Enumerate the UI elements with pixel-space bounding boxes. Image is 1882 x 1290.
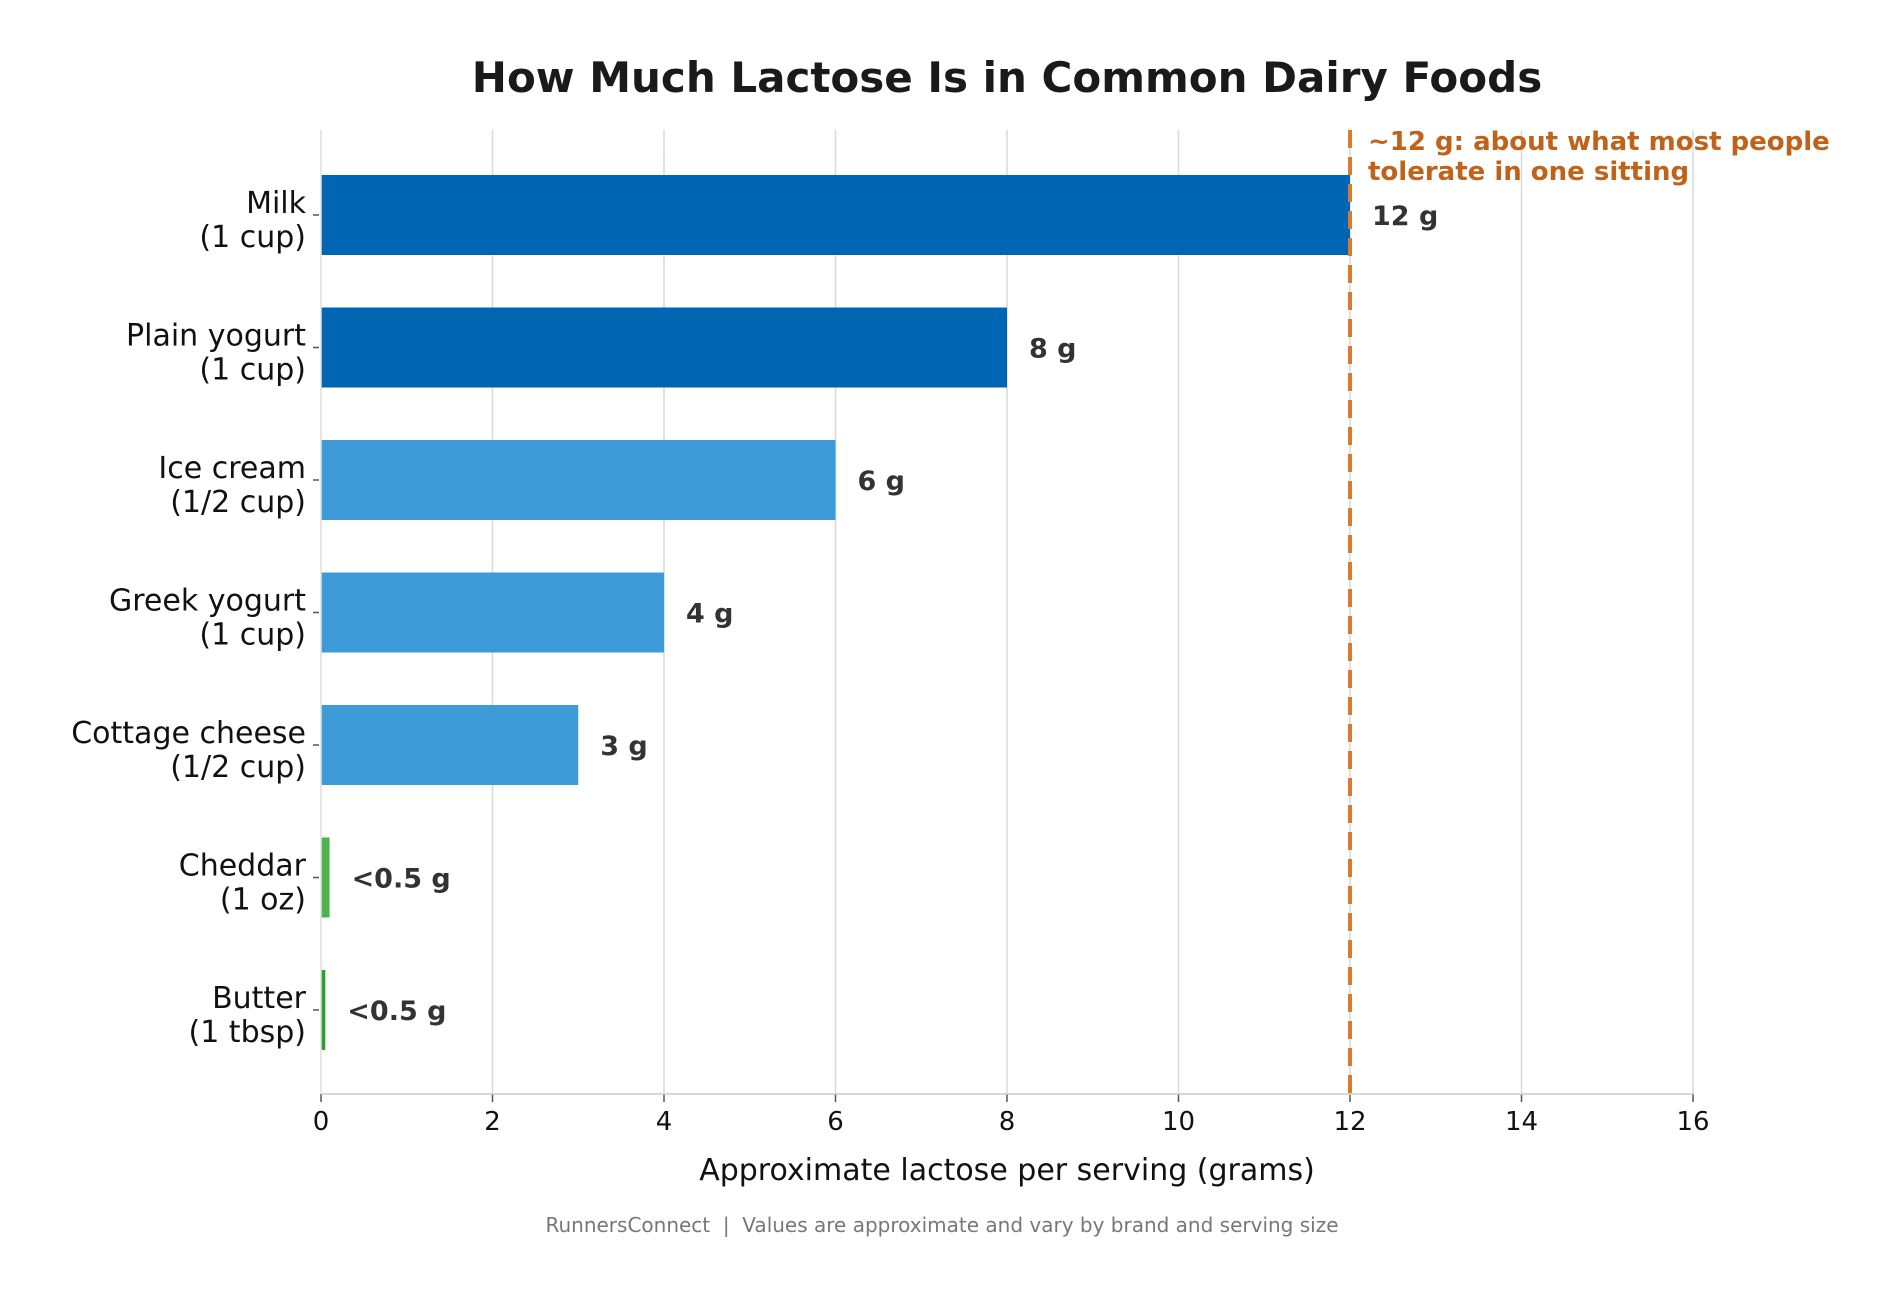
chart-footer: RunnersConnect | Values are approximate …	[545, 1213, 1338, 1237]
category-serving-label: (1/2 cup)	[170, 485, 306, 520]
category-serving-label: (1 cup)	[199, 618, 306, 653]
x-tick-label: 14	[1505, 1107, 1538, 1137]
bar	[321, 572, 664, 653]
value-label: 3 g	[600, 731, 648, 762]
x-tick-label: 0	[313, 1107, 330, 1137]
value-label: <0.5 g	[347, 996, 446, 1027]
category-label: Cheddar	[179, 849, 307, 884]
bar	[321, 970, 326, 1050]
bar	[321, 837, 330, 918]
category-serving-label: (1/2 cup)	[170, 750, 306, 785]
value-label: 6 g	[858, 466, 906, 497]
category-serving-label: (1 cup)	[199, 353, 306, 388]
category-label: Butter	[212, 981, 307, 1016]
value-label: <0.5 g	[352, 864, 451, 895]
category-label: Plain yogurt	[126, 319, 306, 354]
x-tick-label: 12	[1333, 1107, 1366, 1137]
value-label: 8 g	[1029, 334, 1077, 365]
bar	[321, 440, 836, 520]
bar	[321, 307, 1007, 388]
x-tick-label: 2	[484, 1107, 501, 1137]
reference-label-line2: tolerate in one sitting	[1368, 157, 1689, 187]
value-label: 12 g	[1372, 201, 1438, 232]
bars-layer: 12 g 8 g 6 g 4 g 3 g <0.5 g <0.5 g	[321, 175, 1438, 1050]
chart-title: How Much Lactose Is in Common Dairy Food…	[472, 53, 1542, 102]
category-serving-label: (1 cup)	[199, 220, 306, 255]
category-label: Cottage cheese	[71, 716, 306, 751]
category-label: Greek yogurt	[109, 584, 306, 619]
x-tick-label: 10	[1162, 1107, 1195, 1137]
x-tick-label: 8	[999, 1107, 1016, 1137]
reference-label: ~12 g: about what most people	[1368, 127, 1830, 157]
x-tick-label: 4	[656, 1107, 673, 1137]
x-tick-label: 6	[827, 1107, 844, 1137]
x-tick-label: 16	[1676, 1107, 1709, 1137]
bar	[321, 705, 579, 785]
x-axis-label: Approximate lactose per serving (grams)	[699, 1153, 1315, 1188]
value-label: 4 g	[686, 599, 734, 630]
category-label: Milk	[246, 186, 307, 221]
category-serving-label: (1 tbsp)	[188, 1015, 306, 1050]
bar	[321, 175, 1350, 255]
grid-layer	[320, 130, 1694, 1094]
category-label: Ice cream	[158, 451, 306, 486]
category-serving-label: (1 oz)	[220, 883, 306, 918]
